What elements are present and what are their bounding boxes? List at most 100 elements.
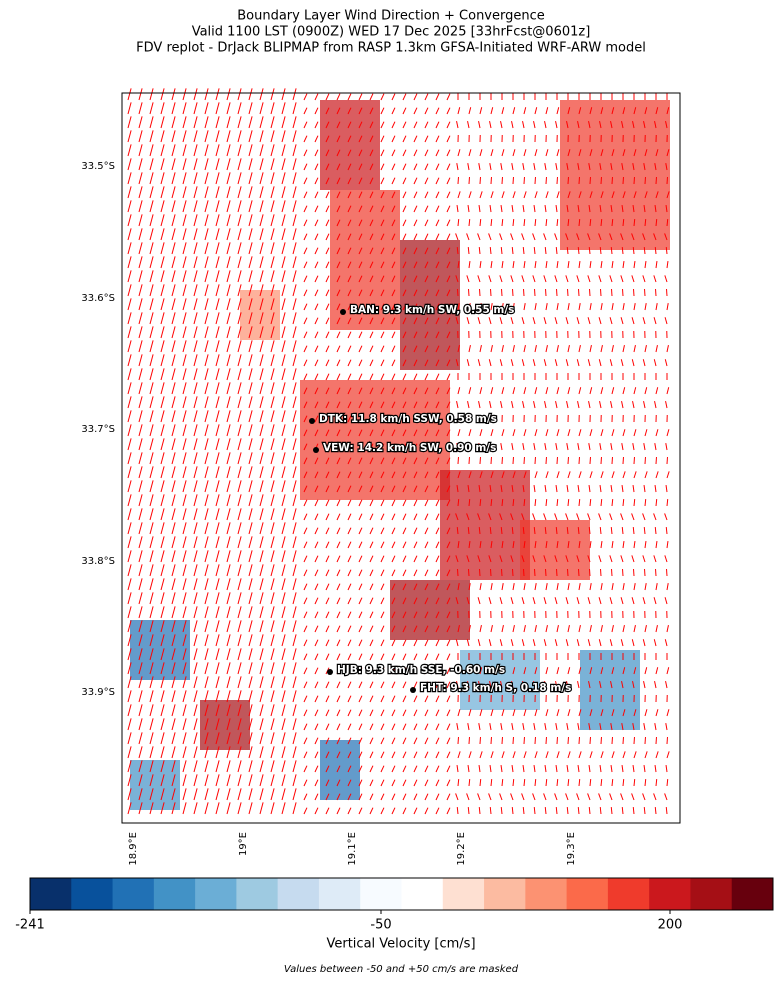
wind-arrow [292,256,297,269]
convergence-patch [300,380,450,500]
wind-arrow [435,723,440,731]
wind-arrow [204,424,209,437]
wind-arrow [204,326,209,339]
wind-arrow [543,555,547,563]
wind-arrow [215,606,220,619]
wind-arrow [622,778,625,787]
wind-arrow [369,723,374,731]
wind-arrow [347,485,352,493]
wind-arrow [248,774,253,787]
wind-arrow [369,499,374,507]
wind-arrow [446,317,451,325]
wind-arrow [281,550,286,563]
wind-arrow [413,625,418,633]
wind-arrow [653,233,657,241]
wind-arrow [314,303,319,311]
wind-arrow [160,564,165,577]
wind-arrow [226,438,231,451]
wind-arrow [435,219,440,227]
wind-arrow [600,625,603,633]
wind-arrow [270,410,275,423]
wind-arrow [237,550,242,563]
wind-arrow [215,578,220,591]
wind-arrow [435,555,440,563]
wind-arrow [598,597,602,605]
wind-arrow [127,774,132,787]
wind-arrow [391,289,396,297]
wind-arrow [237,760,242,773]
wind-arrow [424,485,429,493]
wind-arrow [303,387,308,395]
wind-arrow [171,438,176,451]
wind-arrow [281,564,286,577]
wind-arrow [358,93,363,101]
wind-arrow [466,359,470,367]
wind-arrow [380,667,385,675]
wind-arrow [402,723,407,731]
wind-arrow [435,779,440,787]
wind-arrow [193,438,198,451]
colorbar-bin [649,878,691,910]
wind-arrow [237,480,242,493]
wind-arrow [369,639,374,647]
wind-arrow [554,639,558,647]
wind-arrow [347,191,352,199]
wind-arrow [303,359,308,367]
wind-arrow [556,625,559,633]
wind-arrow [446,527,451,535]
wind-arrow [182,284,187,297]
wind-arrow [314,107,319,115]
wind-arrow [622,471,626,479]
wind-arrow [182,312,187,325]
wind-arrow [424,373,429,381]
wind-arrow [204,354,209,367]
wind-arrow [467,121,470,129]
wind-arrow [523,540,526,549]
wind-arrow [149,634,154,647]
wind-arrow [457,149,461,157]
wind-arrow [226,536,231,549]
wind-arrow [336,597,341,605]
wind-arrow [325,513,330,521]
wind-arrow [325,695,330,703]
wind-arrow [467,723,470,731]
wind-arrow [576,317,580,325]
wind-arrow [127,718,132,731]
wind-arrow [435,653,440,661]
wind-arrow [611,778,614,787]
wind-arrow [149,578,154,591]
wind-arrow [611,149,615,157]
wind-arrow [402,401,407,409]
wind-arrow [468,498,471,507]
colorbar-bin [607,878,650,910]
wind-arrow [127,354,132,367]
wind-arrow [413,275,418,283]
wind-arrow [610,204,613,213]
colorbar-bin [525,878,568,910]
wind-arrow [544,484,547,493]
wind-arrow [138,564,143,577]
wind-arrow [347,205,352,213]
wind-arrow [466,317,470,325]
wind-arrow [413,485,418,493]
wind-arrow [666,709,670,717]
wind-arrow [160,480,165,493]
wind-arrow [358,625,363,633]
wind-arrow [204,88,209,101]
wind-arrow [545,471,549,479]
wind-arrow [248,368,253,381]
wind-arrow [281,592,286,605]
wind-arrow [556,471,560,479]
wind-arrow [160,172,165,185]
wind-arrow [171,214,176,227]
wind-arrow [369,611,374,619]
wind-arrow [160,676,165,689]
wind-arrow [490,778,493,787]
wind-arrow [446,135,451,143]
wind-arrow [149,760,154,773]
wind-arrow [325,177,330,185]
wind-arrow [314,765,319,773]
wind-arrow [237,284,242,297]
wind-arrow [587,275,591,283]
wind-arrow [600,345,603,353]
